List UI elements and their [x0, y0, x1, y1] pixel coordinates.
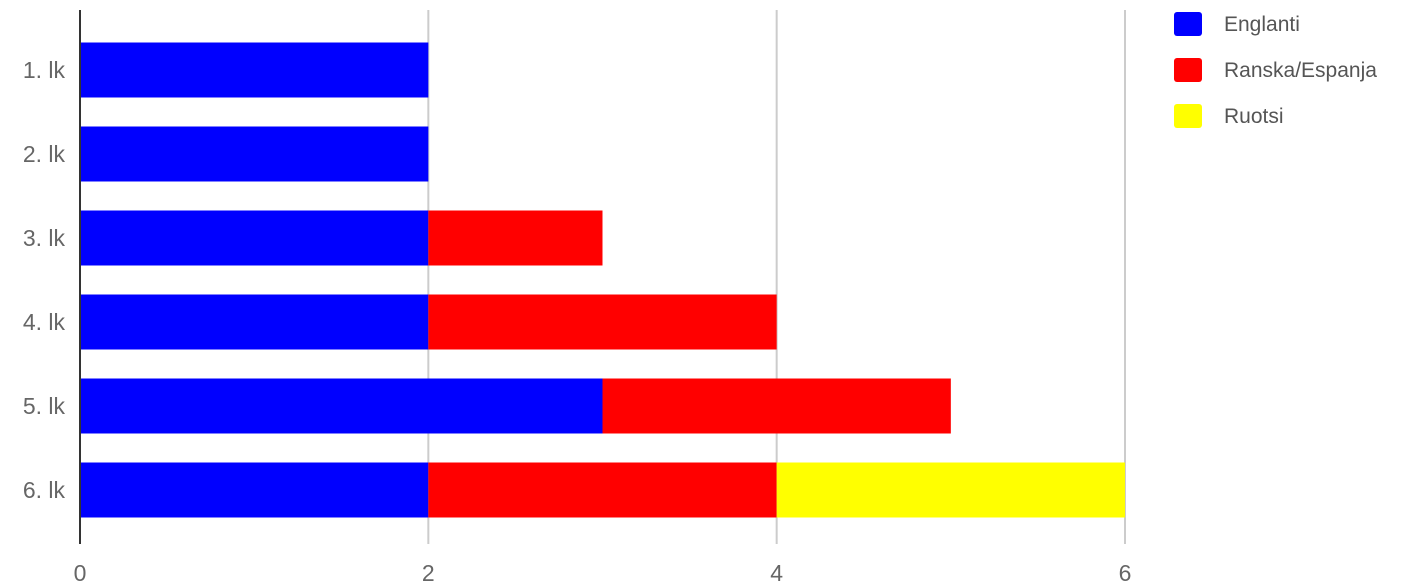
legend-swatch — [1174, 104, 1202, 128]
x-tick-label: 6 — [1119, 560, 1132, 582]
bar-segment — [80, 378, 603, 434]
category-labels: 1. lk 2. lk 3. lk 4. lk 5. lk 6. lk — [23, 57, 66, 503]
legend-swatch — [1174, 58, 1202, 82]
category-label: 5. lk — [23, 393, 66, 419]
bar-segment — [602, 378, 951, 434]
bar-segment — [80, 42, 429, 98]
gridlines — [427, 10, 1126, 544]
x-tick-label: 0 — [74, 560, 87, 582]
category-label: 2. lk — [23, 141, 66, 167]
legend-label: Ruotsi — [1224, 105, 1284, 128]
bar-segment — [428, 294, 777, 350]
legend-swatch — [1174, 12, 1202, 36]
legend: Englanti Ranska/Espanja Ruotsi — [1174, 12, 1377, 128]
legend-label: Ranska/Espanja — [1224, 59, 1377, 82]
x-tick-label: 2 — [422, 560, 435, 582]
category-label: 3. lk — [23, 225, 66, 251]
bar-segment — [428, 462, 777, 518]
legend-label: Englanti — [1224, 13, 1300, 36]
x-tick-label: 4 — [770, 560, 783, 582]
bar-segment — [80, 210, 429, 266]
bar-segment — [80, 126, 429, 182]
category-label: 4. lk — [23, 309, 66, 335]
bar-segment — [428, 210, 603, 266]
category-label: 1. lk — [23, 57, 66, 83]
category-label: 6. lk — [23, 477, 66, 503]
bar-segment — [80, 294, 429, 350]
bar-segment — [80, 462, 429, 518]
bars — [80, 42, 1125, 518]
x-tick-labels: 0 2 4 6 — [74, 560, 1132, 582]
bar-segment — [776, 462, 1125, 518]
